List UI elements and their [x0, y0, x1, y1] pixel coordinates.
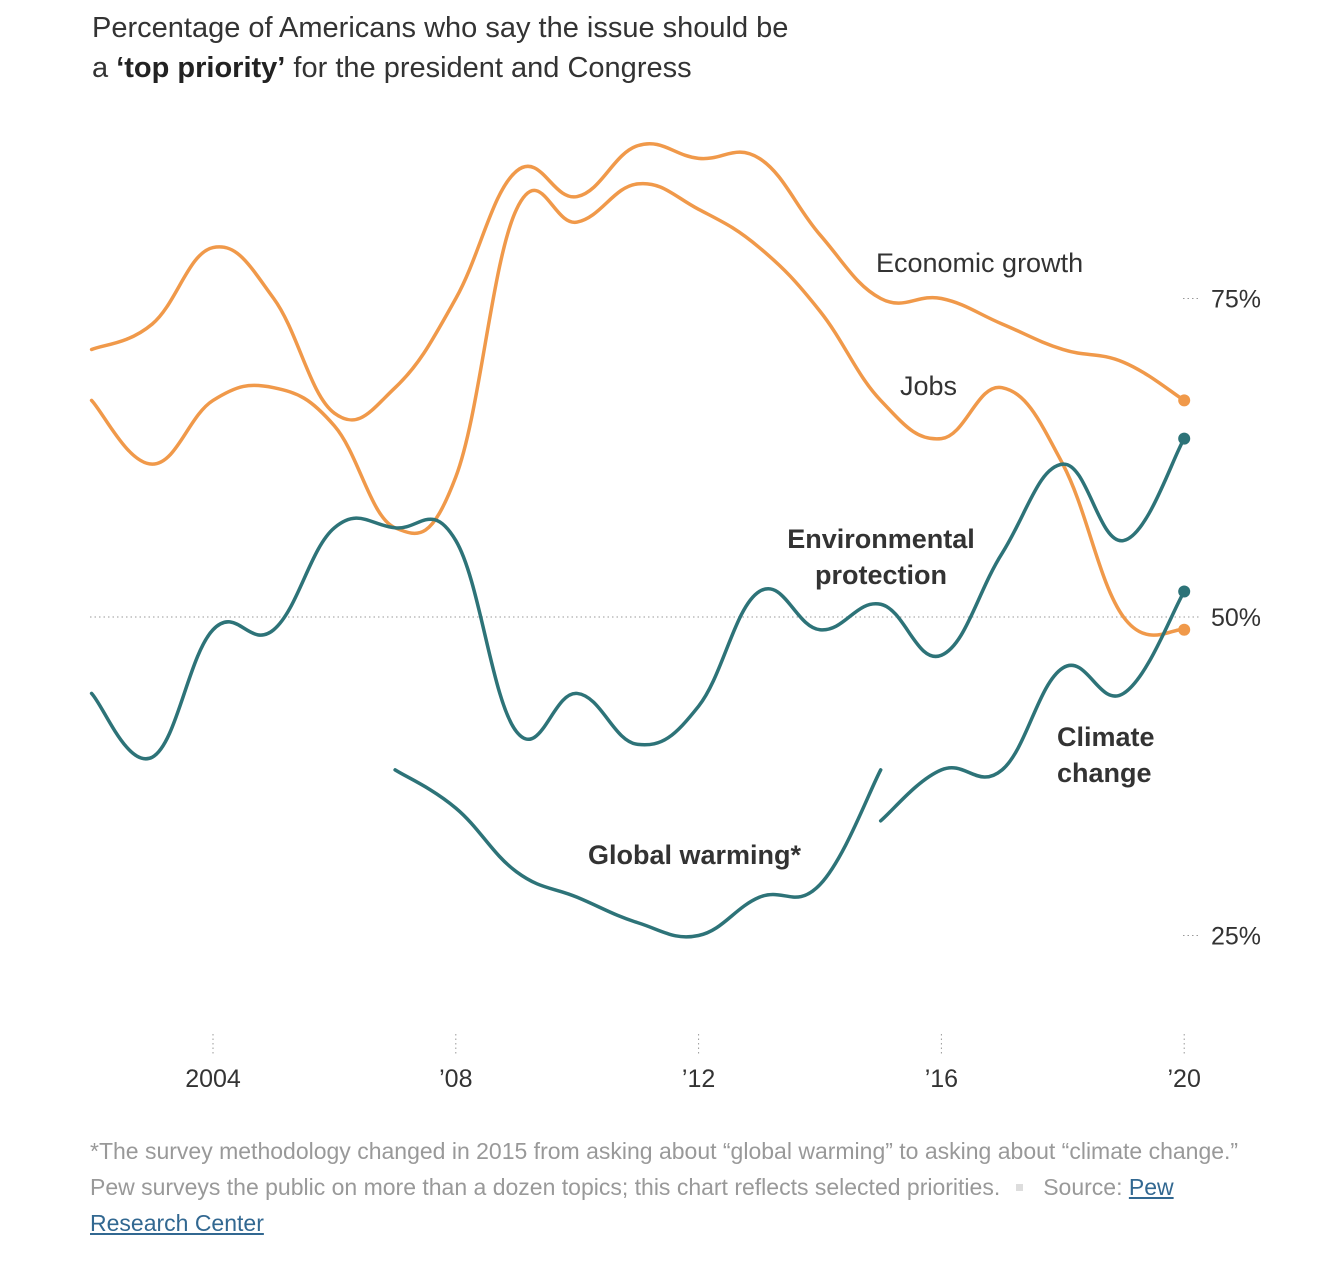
- chart-title: Percentage of Americans who say the issu…: [92, 8, 788, 88]
- end-point-climate-change: [1178, 585, 1191, 598]
- label-environment-1: Environmental: [787, 524, 975, 554]
- title-prefix: a: [92, 52, 117, 84]
- label-jobs: Jobs: [900, 371, 957, 401]
- line-chart: 25% 50% 75% 2004 ’08 ’12 ’16 ’20 Economic growt…: [89, 142, 1261, 1093]
- y-tick-label: 25%: [1211, 923, 1261, 951]
- label-environment-2: protection: [815, 560, 947, 590]
- y-tick-label: 75%: [1211, 286, 1261, 314]
- x-tick-label: ’20: [1168, 1065, 1201, 1093]
- series-line-environmental-protection: [89, 436, 1186, 761]
- label-climate-1: Climate: [1057, 722, 1155, 752]
- source-link[interactable]: Pew Research Center: [90, 1174, 1174, 1236]
- series-line-climate-change: [878, 589, 1186, 823]
- title-suffix: for the president and Congress: [285, 52, 692, 84]
- x-tick-label: 2004: [185, 1065, 241, 1093]
- label-climate-2: change: [1057, 758, 1152, 788]
- x-tick-label: ’16: [925, 1065, 958, 1093]
- separator: [1016, 1183, 1024, 1191]
- series-line-jobs: [89, 181, 1186, 637]
- end-point-jobs: [1178, 623, 1191, 636]
- series-line-global-warming: [393, 768, 883, 939]
- x-tick-label: ’08: [439, 1065, 472, 1093]
- title-bold: ‘top priority’: [116, 52, 286, 84]
- title-line-1: Percentage of Americans who say the issu…: [92, 12, 789, 44]
- label-global-warming: Global warming*: [588, 840, 802, 870]
- label-economic-growth: Economic growth: [876, 248, 1083, 278]
- footnote: *The survey methodology changed in 2015 …: [90, 1133, 1250, 1241]
- end-point-economic-growth: [1178, 394, 1191, 407]
- series-line-economic-growth: [89, 142, 1186, 422]
- footnote-text: *The survey methodology changed in 2015 …: [90, 1138, 1239, 1200]
- end-point-environmental-protection: [1178, 432, 1191, 445]
- title-line-2: a ‘top priority’ for the president and C…: [92, 48, 788, 88]
- x-tick-label: ’12: [682, 1065, 715, 1093]
- source-label: Source:: [1043, 1174, 1129, 1200]
- y-tick-label: 50%: [1211, 604, 1261, 632]
